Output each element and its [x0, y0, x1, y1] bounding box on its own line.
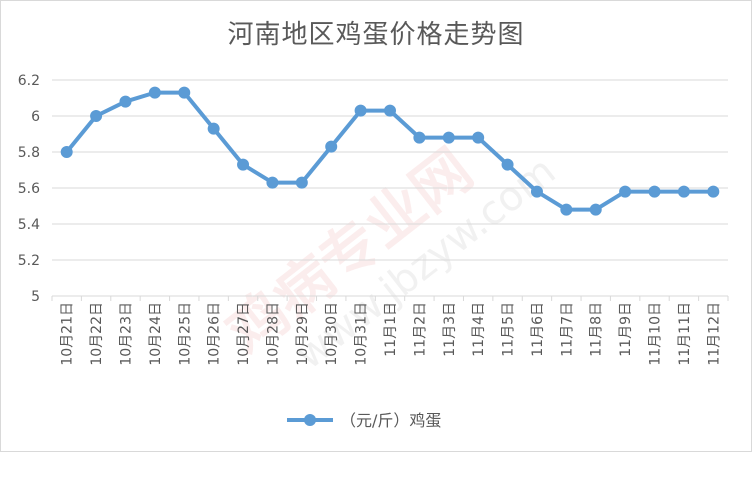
- data-point: [442, 131, 455, 144]
- x-tick-label: 11月5日: [501, 302, 517, 357]
- data-point: [119, 95, 132, 108]
- y-tick-label: 5.6: [18, 181, 40, 197]
- x-tick-label: 10月22日: [89, 302, 105, 366]
- data-point: [560, 203, 573, 216]
- x-tick-label: 10月21日: [60, 302, 76, 366]
- chart-frame: [0, 0, 752, 452]
- line-chart: 55.25.45.65.866.2 10月21日 10月22日 10月23日 10月2…: [18, 73, 729, 430]
- x-tick-label: 11月9日: [618, 302, 634, 357]
- x-tick-label: 10月23日: [118, 302, 134, 366]
- series-layer: [60, 86, 720, 216]
- legend-marker: [304, 414, 316, 426]
- data-point: [384, 104, 396, 117]
- data-point: [677, 185, 690, 198]
- y-tick-label: 5.2: [18, 253, 40, 269]
- chart-title: 河南地区鸡蛋价格走势图: [227, 20, 525, 50]
- y-tick-label: 5.8: [18, 145, 40, 161]
- y-tick-label: 5: [31, 289, 40, 305]
- x-tick-label: 10月26日: [207, 302, 223, 366]
- data-point: [472, 131, 485, 144]
- y-tick-label: 6.2: [18, 73, 40, 89]
- data-point: [237, 158, 250, 171]
- x-tick-label: 11月10日: [648, 302, 664, 366]
- data-point: [707, 185, 720, 198]
- x-tick-label: 11月3日: [442, 302, 458, 357]
- data-point: [648, 185, 661, 198]
- x-tick-label: 10月28日: [265, 302, 281, 366]
- x-tick-label: 11月6日: [530, 302, 546, 357]
- data-point: [148, 86, 161, 99]
- data-point: [90, 110, 103, 122]
- x-tick-label: 10月24日: [148, 302, 164, 366]
- data-point: [325, 140, 338, 153]
- data-point: [295, 176, 308, 189]
- x-tick-label: 10月29日: [295, 302, 311, 366]
- data-point: [207, 122, 220, 135]
- x-tick-label: 11月1日: [383, 302, 399, 357]
- x-tick-label: 11月11日: [677, 302, 693, 366]
- data-point: [354, 104, 367, 117]
- x-tick-label: 11月2日: [412, 302, 428, 357]
- data-point: [178, 86, 191, 99]
- x-tick-label: 11月4日: [471, 302, 487, 357]
- y-axis-ticks: 5 5.2 5.4 5.6 5.8 6 6.2: [18, 73, 40, 305]
- x-tick-label: 11月7日: [559, 302, 575, 357]
- x-tick-label: 11月12日: [706, 302, 722, 366]
- data-point: [589, 203, 602, 216]
- y-tick-label: 5.4: [18, 217, 40, 233]
- x-tick-label: 10月27日: [236, 302, 252, 366]
- x-tick-label: 10月30日: [324, 302, 340, 366]
- x-axis: 10月21日 10月22日 10月23日 10月24日 10月25日 10月26日 10月2…: [51, 295, 729, 366]
- x-tick-label: 10月25日: [177, 302, 193, 366]
- data-point: [266, 176, 279, 189]
- data-point: [530, 185, 543, 198]
- legend-label: （元/斤）鸡蛋: [340, 411, 441, 430]
- x-tick-label: 11月8日: [589, 302, 605, 357]
- x-tick-label: 10月31日: [354, 302, 370, 366]
- data-point: [60, 146, 73, 158]
- data-point: [413, 131, 426, 144]
- y-tick-label: 6: [31, 109, 40, 125]
- data-point: [619, 185, 632, 198]
- data-point: [501, 158, 514, 171]
- legend: （元/斤）鸡蛋: [287, 411, 441, 430]
